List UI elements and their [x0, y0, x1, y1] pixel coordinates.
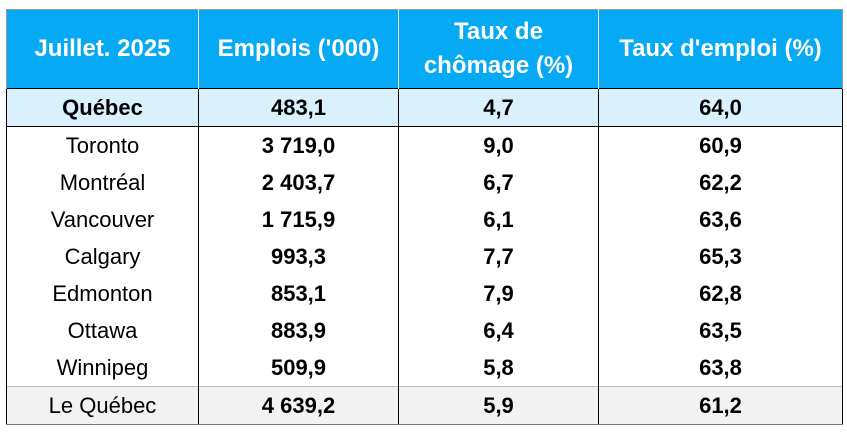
header-taux-emploi: Taux d'emploi (%) [598, 9, 843, 89]
row-taux-emploi: 62,8 [598, 275, 843, 312]
row-city: Vancouver [6, 201, 199, 238]
row-taux-emploi: 62,2 [598, 164, 843, 201]
row-city: Calgary [6, 238, 199, 275]
row-emplois: 483,1 [198, 88, 399, 127]
row-taux-emploi: 64,0 [598, 88, 843, 127]
row-taux-chomage: 7,7 [398, 238, 599, 275]
table-row: Montréal 2 403,7 6,7 62,2 [6, 164, 843, 201]
row-emplois: 509,9 [198, 349, 399, 387]
header-taux-chomage: Taux de chômage (%) [398, 9, 599, 89]
row-taux-chomage: 5,8 [398, 349, 599, 387]
row-taux-chomage: 6,4 [398, 312, 599, 349]
row-emplois: 3 719,0 [198, 126, 399, 164]
table-row: Québec 483,1 4,7 64,0 [6, 88, 843, 127]
header-row: Juillet. 2025 Emplois ('000) Taux de chô… [6, 9, 843, 89]
row-city: Edmonton [6, 275, 199, 312]
table-body: Québec 483,1 4,7 64,0 Toronto 3 719,0 9,… [6, 88, 843, 425]
row-city: Winnipeg [6, 349, 199, 387]
row-taux-chomage: 7,9 [398, 275, 599, 312]
row-taux-emploi: 63,5 [598, 312, 843, 349]
row-taux-emploi: 65,3 [598, 238, 843, 275]
table-row: Toronto 3 719,0 9,0 60,9 [6, 126, 843, 164]
header-period: Juillet. 2025 [6, 9, 199, 89]
row-taux-chomage: 5,9 [398, 386, 599, 425]
row-city: Ottawa [6, 312, 199, 349]
table-row-total: Le Québec 4 639,2 5,9 61,2 [6, 386, 843, 425]
table-row: Vancouver 1 715,9 6,1 63,6 [6, 201, 843, 238]
row-emplois: 2 403,7 [198, 164, 399, 201]
row-emplois: 993,3 [198, 238, 399, 275]
header-emplois: Emplois ('000) [198, 9, 399, 89]
table-row: Winnipeg 509,9 5,8 63,8 [6, 349, 843, 387]
row-emplois: 4 639,2 [198, 386, 399, 425]
employment-table-container: Juillet. 2025 Emplois ('000) Taux de chô… [6, 9, 843, 425]
row-taux-emploi: 60,9 [598, 126, 843, 164]
table-row: Ottawa 883,9 6,4 63,5 [6, 312, 843, 349]
row-emplois: 883,9 [198, 312, 399, 349]
table-row: Calgary 993,3 7,7 65,3 [6, 238, 843, 275]
table-header: Juillet. 2025 Emplois ('000) Taux de chô… [6, 9, 843, 89]
row-emplois: 1 715,9 [198, 201, 399, 238]
row-city: Le Québec [6, 386, 199, 425]
row-city: Montréal [6, 164, 199, 201]
row-taux-chomage: 4,7 [398, 88, 599, 127]
row-taux-chomage: 6,1 [398, 201, 599, 238]
row-city: Québec [6, 88, 199, 127]
table-row: Edmonton 853,1 7,9 62,8 [6, 275, 843, 312]
row-taux-emploi: 61,2 [598, 386, 843, 425]
row-taux-emploi: 63,6 [598, 201, 843, 238]
row-city: Toronto [6, 126, 199, 164]
row-taux-emploi: 63,8 [598, 349, 843, 387]
row-emplois: 853,1 [198, 275, 399, 312]
row-taux-chomage: 6,7 [398, 164, 599, 201]
employment-table: Juillet. 2025 Emplois ('000) Taux de chô… [6, 9, 843, 425]
row-taux-chomage: 9,0 [398, 126, 599, 164]
